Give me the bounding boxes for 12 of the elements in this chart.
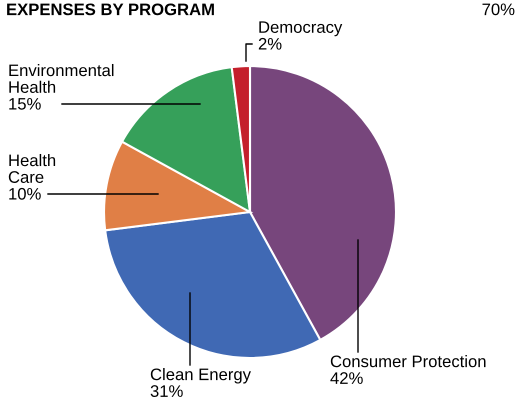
chart-title: EXPENSES BY PROGRAM [7,3,214,16]
slice-label: Clean Energy [150,368,251,384]
data-label: 42% [330,372,363,384]
slice-label: Environmental Health [9,64,114,93]
slice-label: Consumer Protection [330,355,486,368]
data-label: 31% [150,385,183,397]
data-label: 10% [9,188,41,200]
slice-label: Health Care [8,154,56,183]
data-label: 2% [258,38,282,50]
text: 70% [482,3,514,16]
slice-label: Democracy [259,21,342,36]
data-label: 15% [9,98,41,110]
